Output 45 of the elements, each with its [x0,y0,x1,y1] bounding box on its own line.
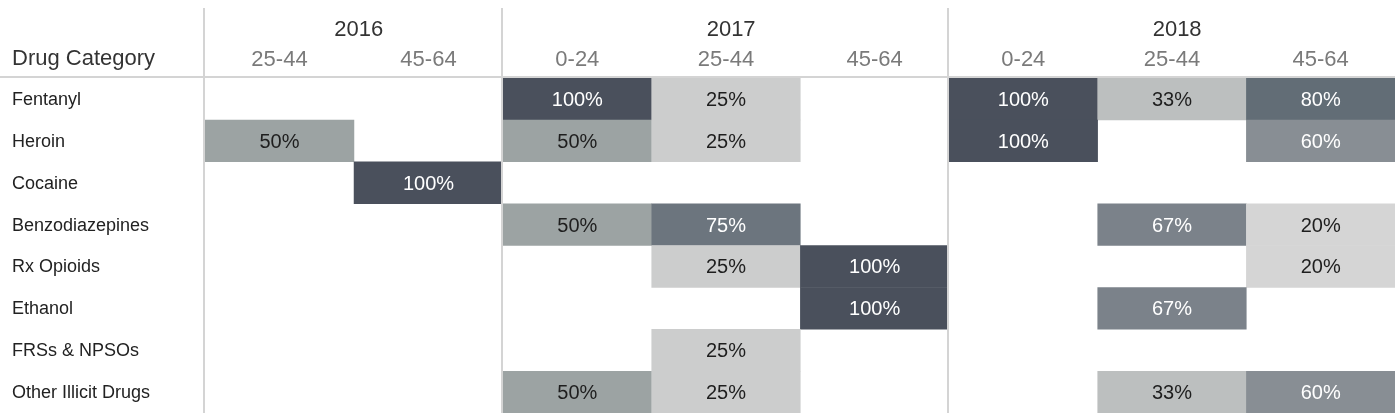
data-label: 20% [1300,255,1341,278]
x-tick-label: 25-44 [251,45,308,71]
data-label: 60% [1300,381,1341,404]
data-label: 33% [1151,87,1192,110]
x-tick-label: 45-64 [400,45,457,71]
data-label: 25% [705,255,746,278]
y-tick-label: Fentanyl [12,88,82,109]
data-label: 25% [705,129,746,152]
y-tick-label: Heroin [12,130,66,151]
data-label: 50% [556,129,598,152]
data-label: 25% [705,339,746,362]
data-label: 80% [1300,87,1341,110]
data-label: 100% [848,297,900,320]
y-tick-label: Cocaine [12,172,79,193]
y-tick-label: Benzodiazepines [12,214,150,235]
x-tick-label: 45-64 [1292,45,1349,71]
x-tick-label: 45-64 [846,45,903,71]
data-label: 33% [1151,381,1192,404]
x-tick-label: 0-24 [1001,45,1046,71]
data-label: 50% [556,381,598,404]
x-tick-label: 25-44 [697,45,754,71]
data-label: 50% [556,213,598,236]
data-label: 100% [848,255,900,278]
data-label: 50% [259,129,300,152]
x-tick-label: 0-24 [554,45,599,71]
chart-title: 2016 [334,15,384,41]
data-label: 25% [705,87,746,110]
data-label: 100% [997,87,1049,110]
y-tick-label: FRSs & NPSOs [12,340,140,361]
x-tick-label: 25-44 [1143,45,1200,71]
y-tick-label: Ethanol [12,298,74,319]
chart-title: 2017 [706,15,756,41]
data-label: 60% [1300,129,1341,152]
data-label: 100% [402,171,455,194]
data-label: 20% [1300,213,1341,236]
data-label: 67% [1151,213,1192,236]
y-axis-title: Drug Category [12,44,156,70]
data-label: 75% [705,213,746,236]
y-tick-label: Rx Opioids [12,256,101,277]
chart-title: 2018 [1152,15,1202,41]
data-label: 100% [551,87,603,110]
data-label: 25% [705,381,746,404]
data-label: 100% [997,129,1049,152]
data-label: 67% [1151,297,1192,320]
y-tick-label: Other Illicit Drugs [12,382,151,403]
